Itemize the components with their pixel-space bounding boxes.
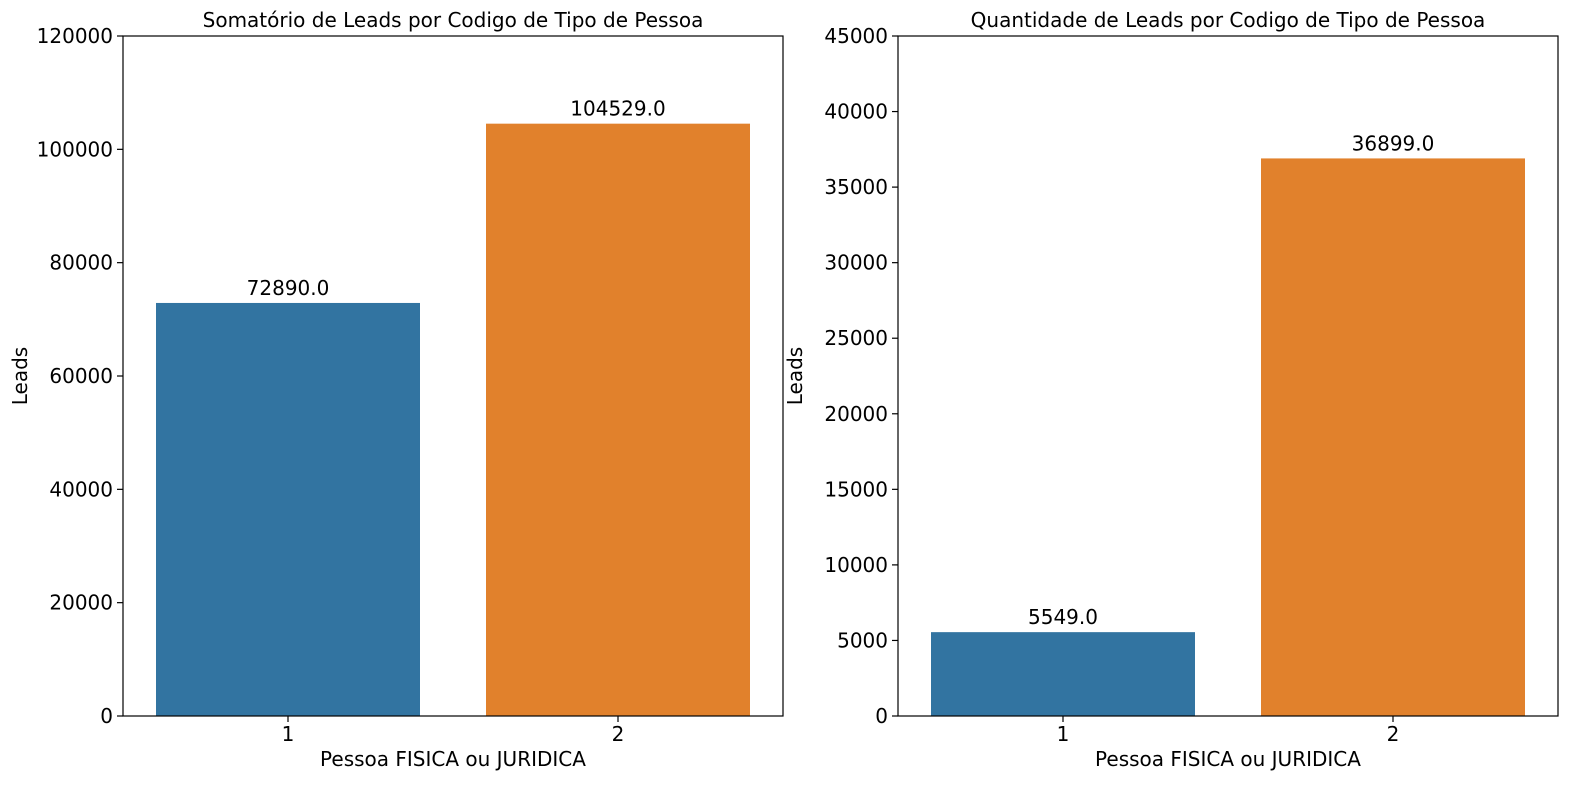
y-tick-label: 30000 bbox=[824, 251, 888, 275]
y-tick-label: 120000 bbox=[37, 24, 113, 48]
x-tick-label: 1 bbox=[1057, 722, 1070, 746]
bar-1 bbox=[931, 632, 1195, 716]
y-ticks-group: 0 20000 40000 60000 80000 100000 120000 bbox=[37, 24, 123, 728]
bar-2 bbox=[1261, 158, 1525, 717]
x-axis-label: Pessoa FISICA ou JURIDICA bbox=[320, 747, 586, 771]
x-axis-label: Pessoa FISICA ou JURIDICA bbox=[1095, 747, 1361, 771]
y-axis-label: Leads bbox=[783, 347, 807, 405]
bar-value-label: 36899.0 bbox=[1352, 131, 1435, 155]
y-tick-label: 35000 bbox=[824, 175, 888, 199]
bar-value-label: 5549.0 bbox=[1028, 605, 1098, 629]
chart-leads-sum: Somatório de Leads por Codigo de Tipo de… bbox=[8, 8, 784, 771]
y-tick-label: 100000 bbox=[37, 137, 113, 161]
y-tick-label: 25000 bbox=[824, 326, 888, 350]
y-tick-label: 80000 bbox=[49, 251, 113, 275]
bars-group bbox=[156, 123, 750, 716]
y-tick-label: 40000 bbox=[49, 477, 113, 501]
bar-labels-group: 5549.0 36899.0 bbox=[1028, 131, 1434, 629]
bar-value-label: 104529.0 bbox=[570, 97, 665, 121]
y-ticks-group: 0 5000 10000 15000 20000 25000 30000 35000 40000… bbox=[824, 24, 898, 728]
x-tick-label: 2 bbox=[612, 722, 625, 746]
bar-value-label: 72890.0 bbox=[247, 276, 330, 300]
x-tick-label: 1 bbox=[282, 722, 295, 746]
y-tick-label: 45000 bbox=[824, 24, 888, 48]
bar-labels-group: 72890.0 104529.0 bbox=[247, 97, 666, 300]
y-axis-label: Leads bbox=[8, 347, 32, 405]
y-tick-label: 0 bbox=[875, 704, 888, 728]
y-tick-label: 5000 bbox=[837, 628, 888, 652]
chart-title: Somatório de Leads por Codigo de Tipo de… bbox=[203, 8, 704, 32]
bars-group bbox=[931, 158, 1525, 717]
y-tick-label: 10000 bbox=[824, 553, 888, 577]
x-tick-label: 2 bbox=[1387, 722, 1400, 746]
y-tick-label: 20000 bbox=[49, 591, 113, 615]
y-tick-label: 0 bbox=[100, 704, 113, 728]
y-tick-label: 15000 bbox=[824, 477, 888, 501]
y-tick-label: 60000 bbox=[49, 364, 113, 388]
bar-2 bbox=[486, 123, 750, 716]
y-tick-label: 40000 bbox=[824, 100, 888, 124]
y-tick-label: 20000 bbox=[824, 402, 888, 426]
plot-frame bbox=[122, 35, 784, 717]
chart-leads-count: Quantidade de Leads por Codigo de Tipo d… bbox=[783, 8, 1559, 771]
plot-frame bbox=[897, 35, 1559, 717]
bar-1 bbox=[156, 302, 420, 716]
chart-title: Quantidade de Leads por Codigo de Tipo d… bbox=[971, 8, 1486, 32]
